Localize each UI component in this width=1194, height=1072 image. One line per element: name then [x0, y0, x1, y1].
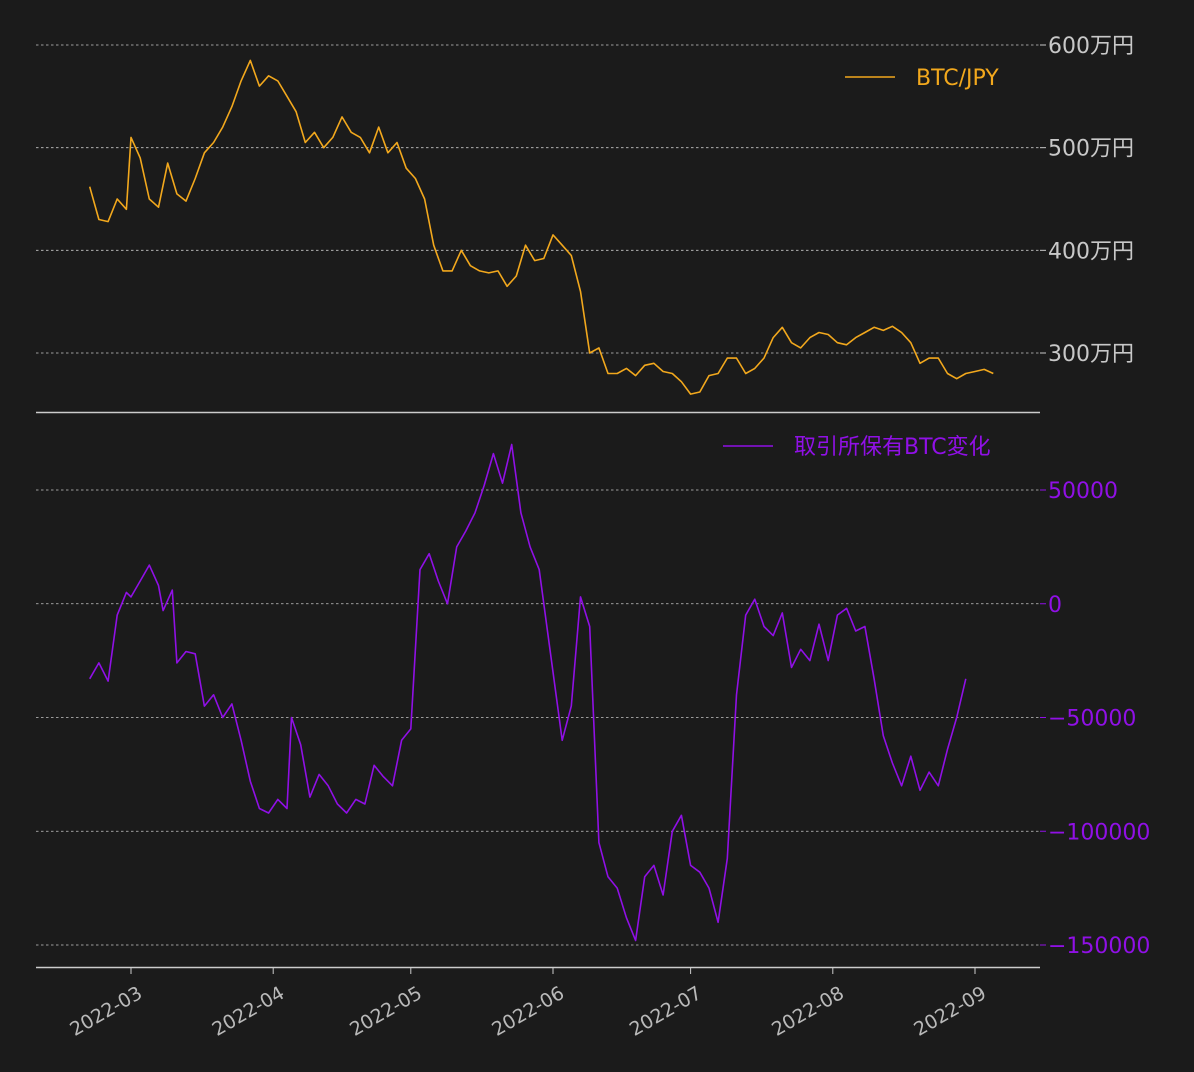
y-tick-label: 500万円: [1048, 137, 1134, 162]
y-tick-label: −100000: [1048, 820, 1150, 845]
legend-exchange-btc-change-label: 取引所保有BTC変化: [794, 435, 991, 460]
y-tick-label: 0: [1048, 593, 1062, 618]
legend-btc-jpy-label: BTC/JPY: [916, 66, 999, 91]
bottom-panel-gridlines: [36, 489, 1040, 946]
exchange-btc-change-line: [89, 443, 967, 942]
legend-exchange-btc-change: 取引所保有BTC変化: [723, 435, 991, 460]
y-tick-label: 300万円: [1048, 342, 1134, 367]
bottom-panel-y-ticks: 50000 0 −50000 −100000 −150000: [1040, 479, 1150, 959]
y-tick-label: −50000: [1048, 707, 1136, 732]
y-tick-label: 600万円: [1048, 34, 1134, 59]
y-tick-label: 50000: [1048, 479, 1118, 504]
top-panel-y-ticks: 300万円 400万円 500万円 600万円: [1040, 34, 1134, 367]
legend-btc-jpy: BTC/JPY: [845, 66, 999, 91]
y-tick-label: −150000: [1048, 934, 1150, 959]
btc-jpy-line: [88, 59, 994, 395]
top-panel-gridlines: [36, 44, 1040, 354]
y-tick-label: 400万円: [1048, 239, 1134, 264]
